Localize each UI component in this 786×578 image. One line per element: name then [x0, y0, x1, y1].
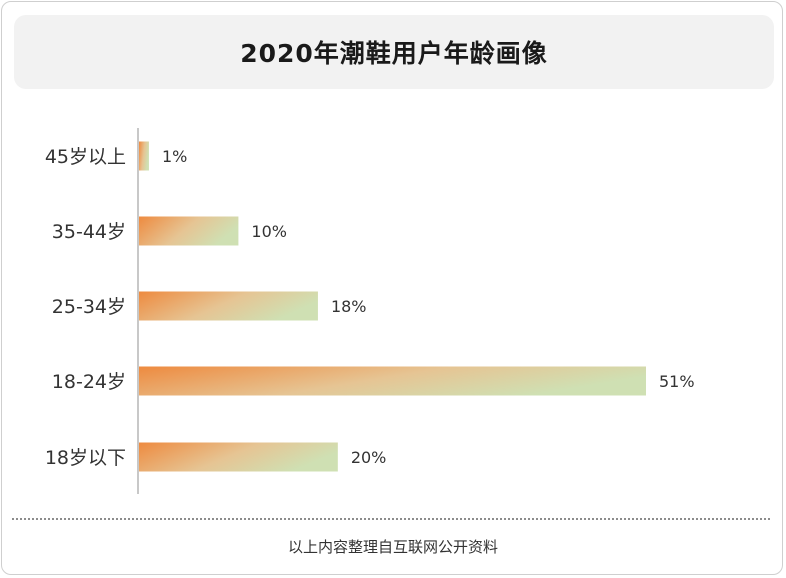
footer-divider [12, 518, 770, 520]
bar [139, 442, 338, 472]
value-label: 10% [251, 222, 287, 241]
category-label: 25-34岁 [52, 296, 126, 318]
chart-title: 2020年潮鞋用户年龄画像 [240, 39, 548, 68]
category-label: 45岁以上 [45, 146, 126, 168]
category-label: 18岁以下 [45, 447, 126, 469]
source-note: 以上内容整理自互联网公开资料 [287, 538, 498, 556]
bar [139, 216, 239, 246]
bar [139, 366, 646, 396]
title-banner: 2020年潮鞋用户年龄画像 [14, 15, 774, 89]
bar [139, 291, 318, 321]
value-label: 20% [351, 448, 387, 467]
category-label: 18-24岁 [52, 371, 126, 393]
bar [139, 141, 149, 171]
value-label: 18% [331, 297, 367, 316]
category-label: 35-44岁 [52, 221, 126, 243]
value-label: 1% [162, 147, 187, 166]
value-label: 51% [659, 372, 695, 391]
